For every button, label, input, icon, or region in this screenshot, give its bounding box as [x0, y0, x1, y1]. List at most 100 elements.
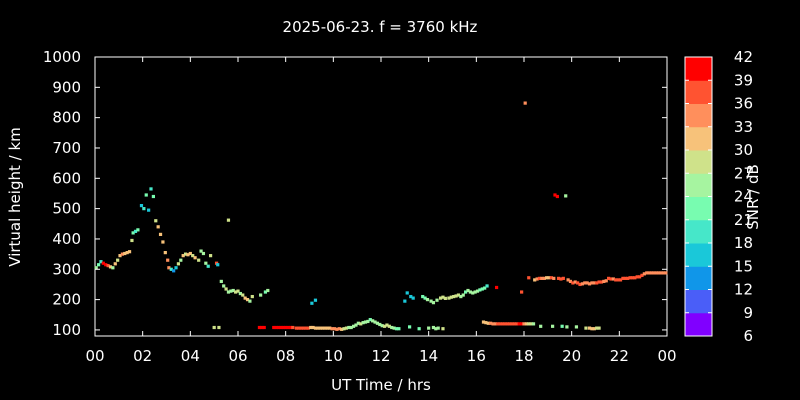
- data-point: [468, 290, 472, 294]
- data-point: [564, 194, 568, 198]
- data-point: [520, 290, 524, 294]
- data-point: [522, 322, 526, 326]
- data-point: [197, 258, 201, 262]
- data-point: [118, 254, 122, 258]
- data-point: [361, 321, 365, 325]
- data-point: [191, 254, 195, 258]
- data-point: [347, 325, 351, 330]
- colorbar-label: SNR / dB: [744, 164, 762, 230]
- data-point: [481, 320, 486, 324]
- data-point: [130, 238, 134, 243]
- data-point: [493, 322, 497, 326]
- data-point: [578, 282, 582, 287]
- data-point: [411, 296, 415, 300]
- data-point: [248, 299, 252, 303]
- data-point: [186, 253, 190, 257]
- data-point: [127, 250, 132, 254]
- data-point: [133, 229, 138, 233]
- data-point: [226, 290, 231, 294]
- data-point: [649, 271, 654, 275]
- data-point: [547, 276, 551, 280]
- data-point: [537, 276, 542, 280]
- data-point: [136, 228, 140, 232]
- data-point: [241, 293, 245, 297]
- colorbar-segment: [685, 80, 712, 104]
- data-point: [485, 284, 489, 288]
- data-point: [259, 293, 263, 297]
- colorbar-tick-label: 12: [734, 281, 753, 299]
- data-point: [456, 293, 461, 297]
- colorbar-segment: [685, 196, 712, 221]
- data-point: [257, 325, 262, 330]
- data-point: [642, 272, 646, 276]
- data-point: [392, 326, 396, 330]
- data-point: [480, 287, 484, 291]
- data-point: [431, 301, 436, 305]
- data-point: [279, 325, 283, 330]
- data-point: [517, 322, 521, 326]
- data-point: [459, 294, 463, 299]
- data-point: [397, 327, 401, 331]
- data-point: [661, 271, 666, 275]
- data-point: [250, 294, 254, 299]
- data-point: [351, 324, 356, 328]
- data-point: [297, 326, 301, 330]
- data-point: [104, 263, 108, 267]
- data-point: [139, 203, 144, 208]
- data-point: [540, 276, 544, 280]
- colorbar-tick-label: 42: [734, 48, 753, 66]
- data-point: [111, 266, 115, 270]
- data-point: [167, 266, 171, 270]
- colorbar-tick-label: 18: [734, 234, 753, 252]
- data-point: [201, 251, 206, 256]
- data-point: [447, 296, 451, 300]
- data-point: [510, 322, 514, 326]
- data-point: [234, 290, 238, 294]
- data-point: [429, 299, 433, 303]
- data-point: [281, 325, 285, 330]
- data-point: [288, 325, 293, 330]
- data-point: [378, 322, 382, 327]
- data-point: [438, 296, 443, 300]
- data-point: [436, 326, 440, 330]
- data-point: [500, 322, 505, 326]
- data-point: [405, 291, 409, 295]
- data-point: [568, 279, 573, 284]
- data-point: [425, 298, 430, 302]
- data-point: [597, 326, 601, 330]
- data-point: [216, 263, 220, 267]
- data-point: [523, 101, 527, 105]
- data-point: [222, 284, 226, 288]
- data-point: [245, 298, 250, 302]
- data-point: [471, 291, 475, 295]
- data-point: [592, 281, 596, 285]
- data-point: [306, 326, 310, 330]
- y-tick-label: 900: [52, 78, 81, 96]
- colorbar-segment: [685, 219, 712, 244]
- data-point: [409, 294, 413, 299]
- data-point: [527, 322, 531, 326]
- colorbar-segment: [685, 312, 712, 337]
- data-point: [299, 326, 303, 330]
- data-point: [466, 288, 470, 293]
- data-point: [417, 327, 421, 331]
- colorbar-segment: [685, 173, 712, 197]
- data-point: [427, 326, 431, 330]
- data-point: [508, 322, 512, 326]
- data-point: [330, 327, 334, 331]
- data-point: [366, 319, 370, 324]
- data-point: [380, 324, 384, 328]
- x-axis-ticks: 00 02 04 06 08 10 12 14 16 18 20 22 00: [85, 57, 677, 365]
- colorbar-segment: [685, 126, 712, 151]
- data-point: [551, 324, 555, 328]
- data-point: [484, 321, 488, 325]
- data-point: [311, 325, 315, 330]
- y-tick-label: 100: [52, 321, 81, 339]
- data-point: [284, 325, 288, 330]
- x-tick-label: 02: [133, 347, 152, 365]
- data-point: [188, 251, 192, 256]
- data-point: [473, 290, 477, 294]
- data-point: [628, 276, 632, 280]
- data-point: [120, 252, 125, 256]
- data-point: [106, 264, 110, 268]
